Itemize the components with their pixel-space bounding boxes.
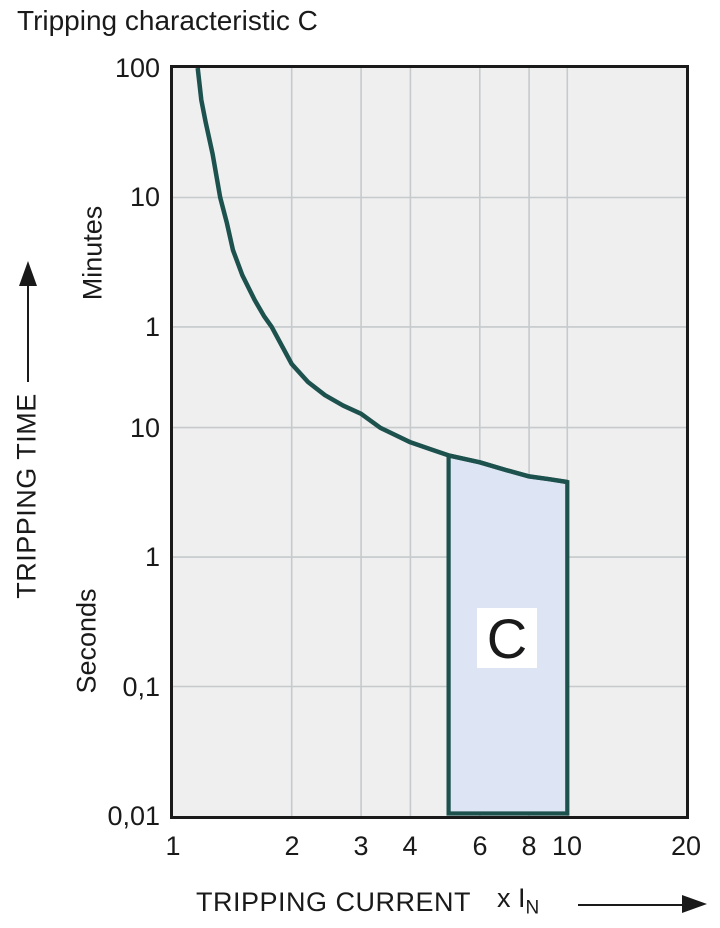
x-tick-label: 10 <box>551 831 583 861</box>
x-tick-label: 4 <box>402 831 418 861</box>
chart-title: Tripping characteristic C <box>17 5 318 36</box>
x-multiplier-subscript: N <box>525 897 540 919</box>
y-axis-title: TRIPPING TIME <box>11 393 42 599</box>
y-tick-label: 10 <box>129 182 160 212</box>
x-multiplier-label: x IN <box>497 883 539 919</box>
y-tick-label: 100 <box>114 53 160 83</box>
x-tick-label: 6 <box>472 831 488 861</box>
x-axis-title: TRIPPING CURRENT <box>196 887 472 917</box>
trip-curve <box>195 68 568 485</box>
up-arrow-icon <box>19 261 37 286</box>
plot-area: C <box>170 65 689 819</box>
right-arrow-shaft <box>578 904 684 906</box>
band-label: C <box>477 607 537 670</box>
y-tick-label: 1 <box>144 542 160 572</box>
x-tick-label: 3 <box>353 831 369 861</box>
plot-svg <box>173 68 686 816</box>
x-tick-label: 8 <box>521 831 537 861</box>
x-tick-label: 20 <box>670 831 702 861</box>
x-tick-label: 1 <box>165 831 181 861</box>
up-arrow-shaft <box>27 283 29 382</box>
y-unit-minutes-label: Minutes <box>77 205 108 301</box>
right-arrow-icon <box>682 895 707 913</box>
x-tick-label: 2 <box>284 831 300 861</box>
y-tick-label: 0,01 <box>107 801 160 831</box>
x-multiplier-text: x I <box>497 883 526 913</box>
y-tick-label: 10 <box>129 413 160 443</box>
y-tick-label: 1 <box>144 312 160 342</box>
y-tick-label: 0,1 <box>122 672 160 702</box>
